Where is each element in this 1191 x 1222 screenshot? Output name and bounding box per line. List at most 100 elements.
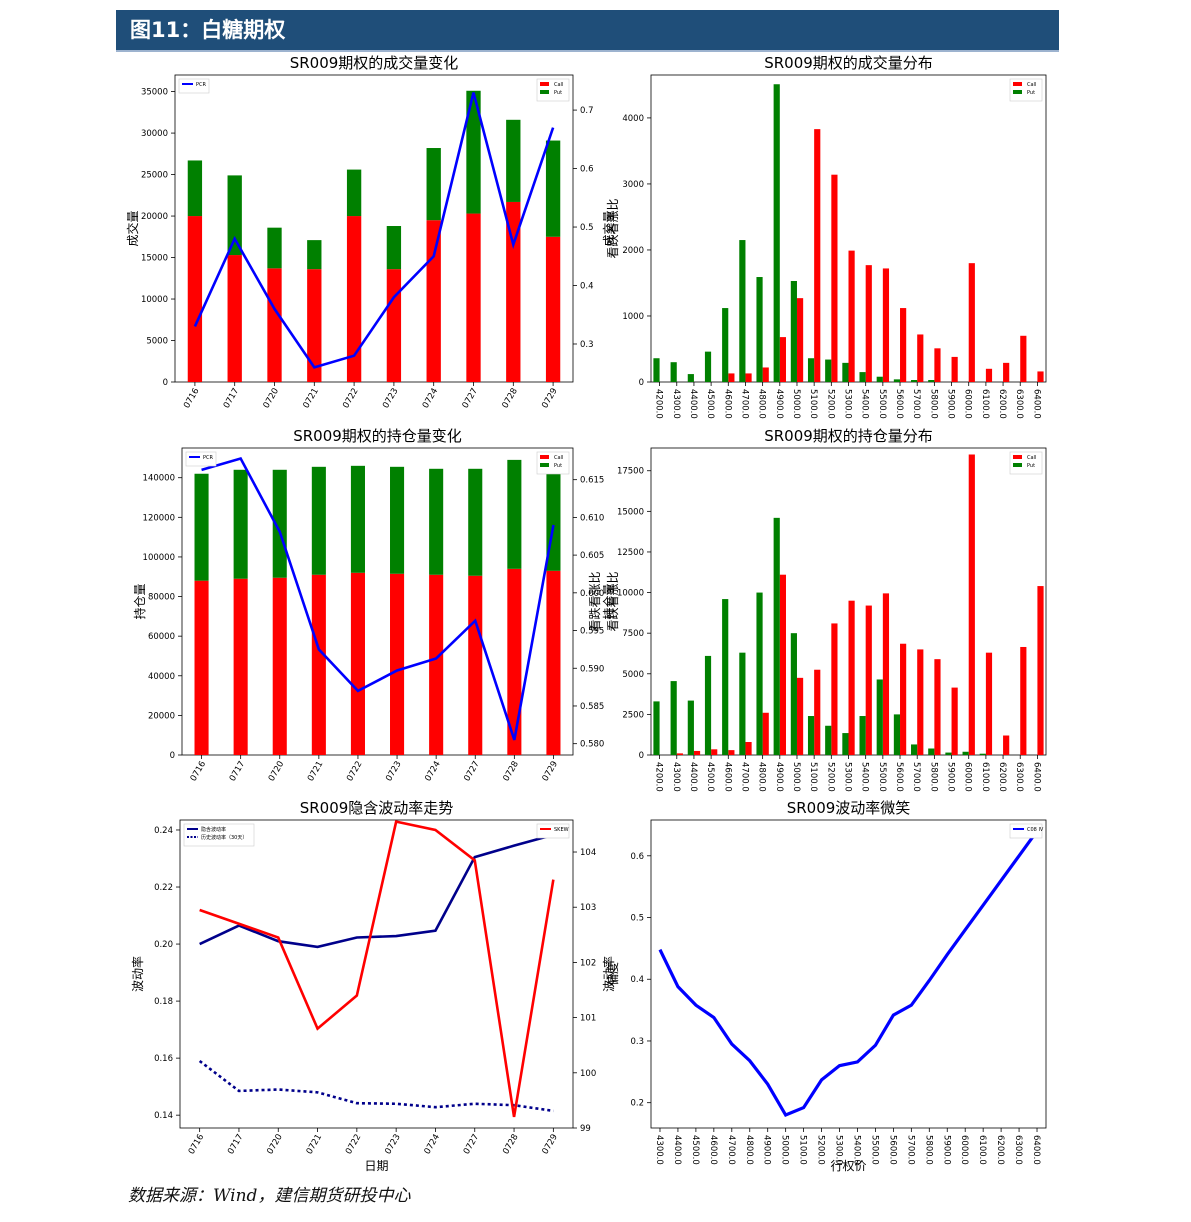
bar-put (390, 466, 405, 574)
y-tick-label: 7500 (622, 629, 644, 639)
bar-put (790, 280, 797, 382)
y2-tick-label: 0.585 (580, 702, 604, 712)
bar-call (307, 269, 322, 382)
x-axis-label: 行权价 (830, 1159, 866, 1173)
chart-oi-dist: SR009期权的持仓量分布 0 2500 5000 7500 10000 12500 1500… (587, 427, 1047, 792)
plot-frame (181, 447, 574, 756)
y2-tick-label: 0.5 (580, 223, 594, 233)
y-tick-label: 5000 (146, 337, 168, 347)
bar-call (745, 373, 752, 382)
y2-tick-label: 99 (580, 1124, 591, 1134)
bar-put (506, 119, 521, 202)
y-tick-label: 12500 (617, 548, 644, 558)
y2-tick-label: 0.615 (580, 476, 604, 486)
x-tick-label: 5100.0 (798, 1135, 808, 1165)
bar-put (876, 376, 883, 382)
bar-call (796, 677, 804, 755)
bar-put (466, 90, 481, 214)
bar-call (1020, 335, 1027, 382)
series-line (199, 833, 554, 949)
y2-axis-label: 偏度 (605, 962, 620, 986)
x-tick-label: 0728 (501, 760, 520, 784)
x-tick-label: 6400.0 (1031, 762, 1041, 792)
x-tick-label: 5300.0 (834, 1135, 844, 1165)
bar-put (426, 148, 441, 221)
y2-axis-label: 看跌看涨比 (605, 198, 620, 258)
x-tick-label: 4400.0 (688, 762, 698, 792)
bar-call (728, 373, 735, 382)
y-axis-label: 成交量 (125, 210, 140, 246)
x-tick-label: 0717 (228, 760, 247, 784)
legend-label: Call (554, 455, 563, 461)
bar-put (842, 733, 849, 755)
oi-change-title: SR009期权的持仓量变化 (293, 427, 462, 445)
bar-call (267, 268, 282, 382)
x-tick-label: 5100.0 (808, 762, 818, 792)
x-tick-label: 0724 (423, 760, 442, 784)
legend-swatch (540, 82, 549, 86)
bar-put (825, 725, 832, 755)
y-tick-label: 5000 (622, 670, 644, 680)
x-tick-label: 4300.0 (654, 1135, 664, 1165)
x-tick-label: 0729 (540, 387, 559, 411)
x-tick-label: 0724 (423, 1133, 442, 1157)
y-tick-label: 25000 (141, 171, 168, 181)
y2-tick-label: 0.600 (580, 589, 604, 599)
y-tick-label: 10000 (141, 295, 168, 305)
x-tick-label: 6000.0 (959, 1135, 969, 1165)
y-tick-label: 0.3 (630, 1037, 644, 1047)
bar-call (762, 712, 769, 755)
x-tick-label: 5500.0 (877, 762, 887, 792)
y-tick-label: 0 (170, 751, 175, 761)
volume-dist-title: SR009期权的成交量分布 (764, 54, 933, 72)
oi-dist-title: SR009期权的持仓量分布 (764, 427, 933, 445)
x-tick-label: 0724 (421, 387, 440, 411)
x-tick-label: 4600.0 (708, 1135, 718, 1165)
legend-box (183, 823, 255, 847)
x-tick-label: 5300.0 (843, 389, 853, 419)
bar-call (968, 263, 975, 382)
x-tick-label: 5400.0 (860, 389, 870, 419)
figure-title-bar: 图11：白糖期权 (116, 10, 1059, 50)
x-tick-label: 0723 (384, 760, 403, 784)
x-tick-label: 0720 (262, 387, 281, 411)
x-tick-label: 0721 (301, 387, 320, 411)
bar-put (545, 140, 561, 237)
x-tick-label: 0720 (267, 760, 286, 784)
y2-tick-label: 0.595 (580, 627, 604, 637)
y-tick-label: 80000 (148, 593, 175, 603)
legend-label: Put (554, 463, 562, 469)
legend-swatch (1013, 82, 1022, 86)
bar-call (865, 265, 872, 382)
x-tick-label: 5600.0 (887, 1135, 897, 1165)
bar-put (739, 240, 746, 382)
x-tick-label: 4500.0 (705, 389, 715, 419)
bar-call (865, 605, 872, 755)
y-tick-label: 0 (639, 378, 644, 388)
chart-volume-dist: SR009期权的成交量分布 0 1000 2000 3000 4000 成交量 4200.0 4… (601, 54, 1047, 419)
bar-call (814, 129, 821, 382)
y-tick-label: 100000 (143, 553, 175, 563)
bar-call (882, 593, 890, 755)
plot-frame (179, 819, 574, 1129)
x-tick-label: 6200.0 (997, 389, 1007, 419)
legend-swatch (1013, 90, 1022, 94)
bar-put (429, 468, 444, 575)
x-tick-label: 6300.0 (1014, 762, 1024, 792)
bar-put (233, 469, 248, 579)
y-axis-label: 持仓量 (132, 583, 147, 619)
y2-axis-label: 看跌看涨比 (605, 571, 620, 631)
bar-put (876, 679, 883, 755)
legend-label: Call (1027, 82, 1036, 88)
bar-call (900, 643, 907, 755)
x-tick-label: 6400.0 (1031, 1135, 1041, 1165)
bar-call (468, 575, 483, 755)
x-tick-label: 4200.0 (654, 762, 664, 792)
bar-call (882, 268, 890, 382)
legend-swatch (540, 90, 549, 94)
panel-volume-change: SR009期权的成交量变化 0 5000 10000 15000 20000 25000 30… (120, 52, 620, 412)
bar-call (507, 568, 522, 755)
bar-put (911, 380, 918, 382)
x-tick-label: 0729 (541, 760, 560, 784)
bar-put (187, 160, 203, 217)
